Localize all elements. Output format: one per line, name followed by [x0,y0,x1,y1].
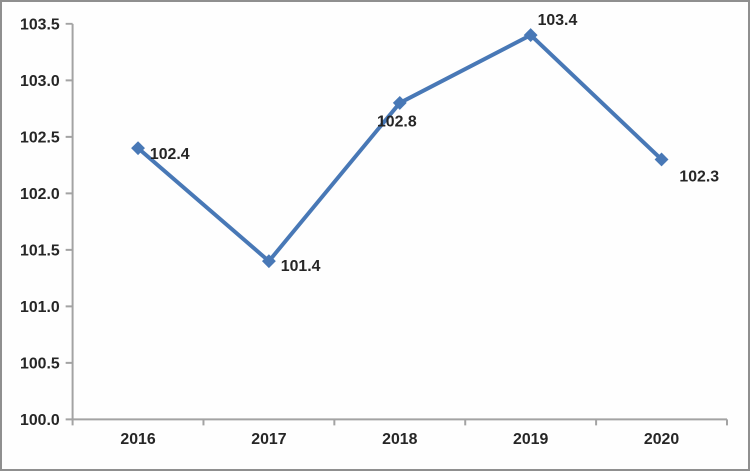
y-tick-label: 103.0 [20,73,60,90]
series-line [136,33,664,264]
y-tick-label: 100.5 [20,355,60,372]
data-label-2016: 102.4 [150,146,190,163]
y-tick-label: 100.0 [20,412,60,429]
data-label-2019: 103.4 [538,12,578,29]
data-point-2016 [131,141,145,156]
x-tick-label: 2017 [251,431,286,448]
axis-lines [71,23,727,421]
data-point-2020 [654,152,669,167]
data-label-2018: 102.8 [377,114,417,131]
data-point-2019 [523,28,538,43]
data-label-2017: 101.4 [281,258,321,275]
y-tick-label: 103.5 [20,16,60,33]
data-point-2017 [261,254,276,269]
y-tick-label: 102.0 [20,186,60,203]
x-tick-label: 2018 [382,431,417,448]
x-tick-label: 2019 [513,431,548,448]
y-tick-label: 101.5 [20,242,60,259]
y-tick-label: 102.5 [20,129,60,146]
x-tick-label: 2020 [644,431,679,448]
data-point-2018 [392,95,407,110]
x-tick-label: 2016 [120,431,155,448]
y-tick-label: 101.0 [20,299,60,316]
axis-ticks [65,22,728,426]
data-label-2020: 102.3 [679,168,719,185]
